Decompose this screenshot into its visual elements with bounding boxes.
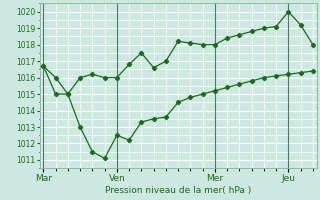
X-axis label: Pression niveau de la mer( hPa ): Pression niveau de la mer( hPa ) [105, 186, 251, 195]
